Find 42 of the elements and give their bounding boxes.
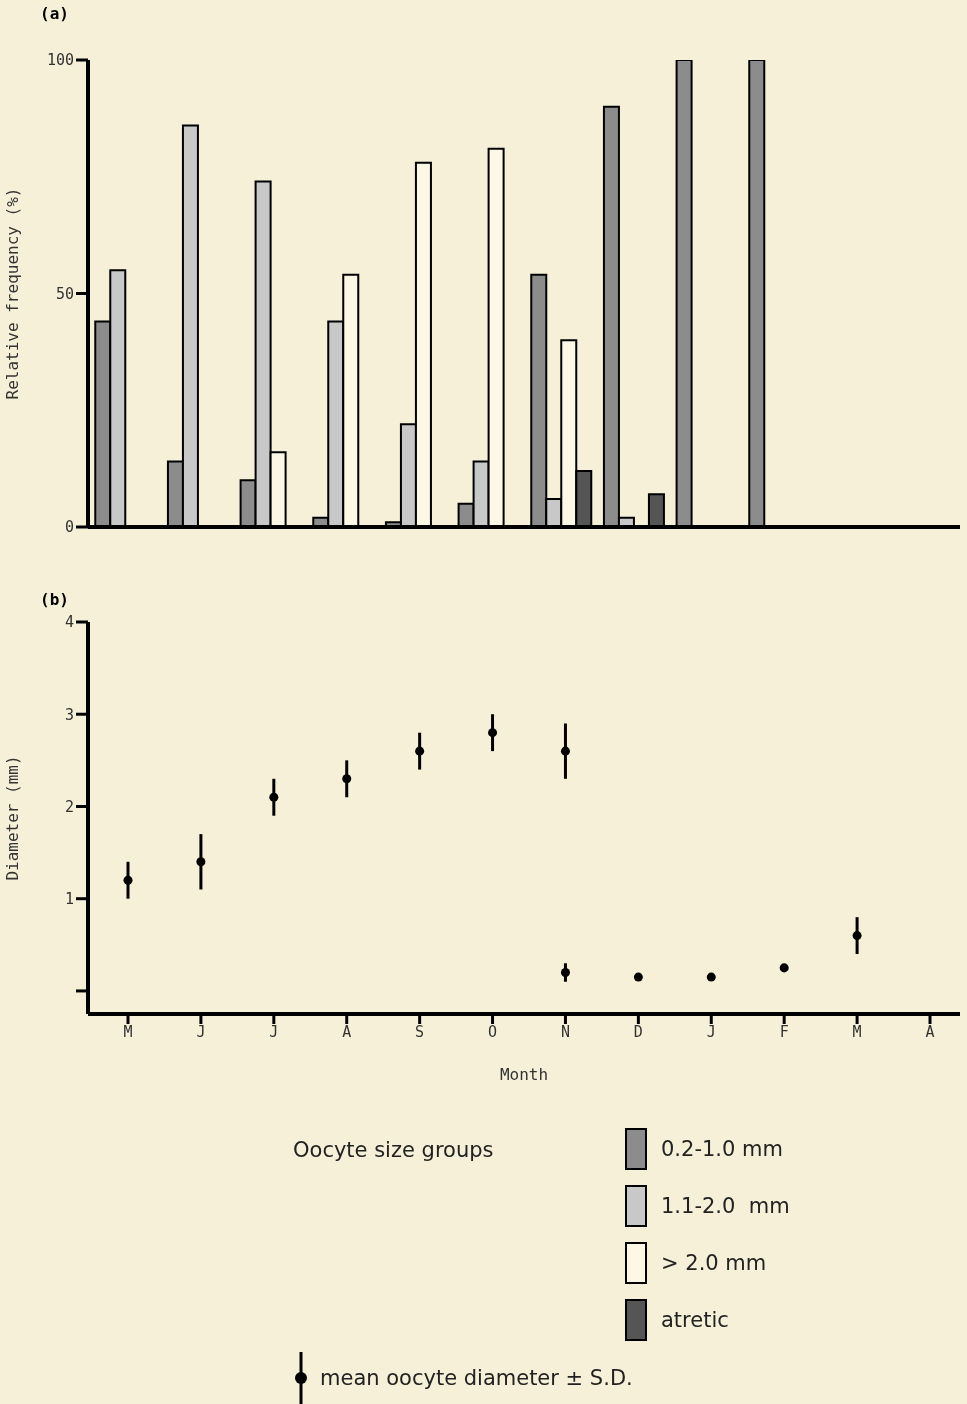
legend-label: 0.2-1.0 mm [661, 1137, 783, 1161]
legend-label: > 2.0 mm [661, 1251, 767, 1275]
point [488, 728, 498, 738]
y-tick-label: 50 [55, 284, 74, 303]
legend-label: 1.1-2.0 mm [661, 1194, 790, 1218]
legend-label: atretic [661, 1308, 729, 1332]
x-tick-label: D [633, 1022, 643, 1041]
point [706, 972, 716, 982]
x-axis-title: Month [499, 1065, 549, 1084]
point [779, 963, 789, 973]
point [560, 967, 570, 977]
x-tick-label: N [560, 1022, 570, 1041]
y-tick-label: 4 [64, 613, 74, 632]
x-tick-label: S [415, 1022, 425, 1041]
point [196, 857, 206, 867]
x-tick-label: J [269, 1022, 279, 1041]
point [560, 746, 570, 756]
point [342, 774, 352, 784]
chart-title: (a) [40, 4, 69, 23]
x-tick-label: A [925, 1022, 935, 1041]
x-tick-label: J [196, 1022, 206, 1041]
y-tick-label: 1 [64, 890, 74, 909]
x-tick-label: M [852, 1022, 862, 1041]
point [269, 792, 279, 802]
legend-label: mean oocyte diameter ± S.D. [320, 1366, 633, 1390]
legend-title: Oocyte size groups [293, 1138, 494, 1162]
y-tick-label: 0 [64, 518, 74, 537]
y-axis-title: Relative frequency (%) [2, 187, 22, 400]
point [415, 746, 425, 756]
x-tick-label: F [779, 1022, 789, 1041]
point [123, 875, 133, 885]
chart-title: (b) [40, 590, 69, 609]
y-tick-label: 2 [64, 797, 74, 816]
x-tick-label: A [342, 1022, 352, 1041]
point [633, 972, 643, 982]
x-tick-label: O [488, 1022, 498, 1041]
point [852, 931, 862, 941]
y-tick-label: 100 [46, 51, 74, 70]
x-tick-label: M [123, 1022, 133, 1041]
y-tick-label: 3 [64, 705, 74, 724]
y-axis-title: Diameter (mm) [2, 755, 22, 881]
x-tick-label: J [706, 1022, 716, 1041]
